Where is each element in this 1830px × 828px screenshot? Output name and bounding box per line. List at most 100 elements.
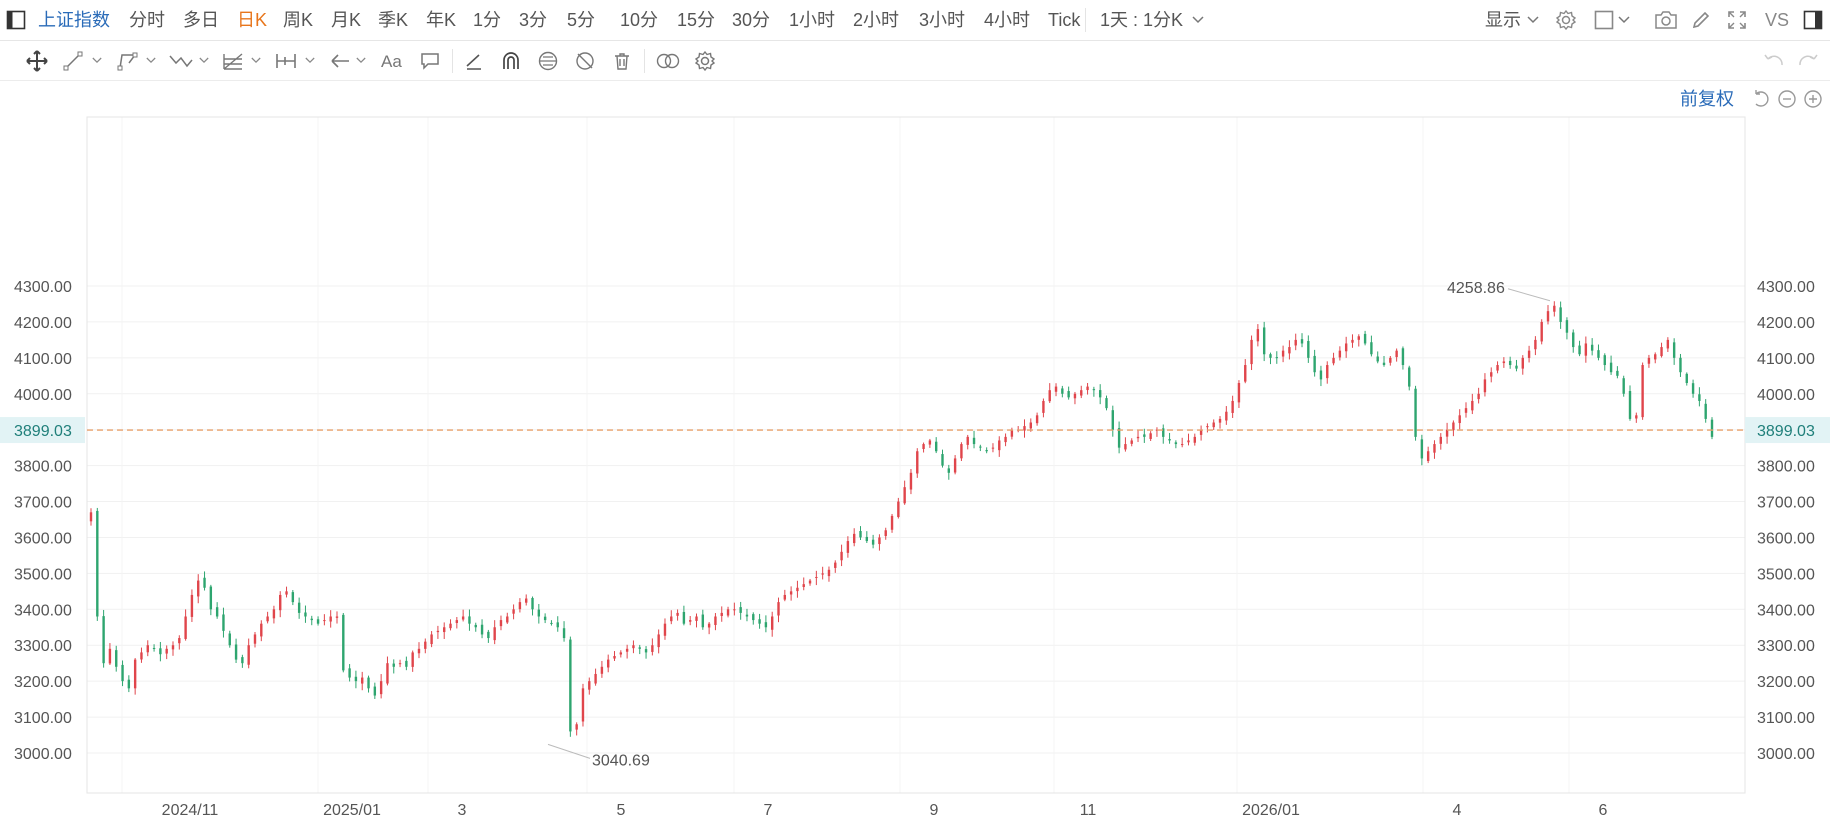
candle: [1193, 433, 1196, 446]
chevron-down-icon: [251, 57, 261, 64]
candle: [663, 618, 667, 640]
candle: [1357, 334, 1360, 347]
period-tab-5[interactable]: 季K: [378, 10, 409, 30]
comment-icon[interactable]: [419, 51, 441, 71]
period-tab-11[interactable]: 15分: [677, 10, 716, 30]
candlestick-chart[interactable]: 3000.00 3100.00 3200.00 3300.00 3400.00 3500.…: [0, 100, 1830, 828]
period-tab-12[interactable]: 30分: [732, 10, 771, 30]
period-tab-14[interactable]: 2小时: [853, 10, 900, 30]
candle: [1534, 336, 1537, 356]
text-tool-icon[interactable]: Aa: [380, 51, 406, 71]
candle: [480, 619, 484, 639]
eye-lock-icon[interactable]: [536, 50, 560, 72]
x-tick-label: 4: [1453, 802, 1462, 819]
link-icon[interactable]: [655, 52, 681, 70]
period-tab-10[interactable]: 10分: [620, 10, 659, 30]
candle: [815, 570, 818, 586]
move-icon[interactable]: [26, 50, 48, 72]
candle: [758, 613, 761, 629]
candle: [581, 683, 585, 727]
candle: [1048, 383, 1051, 403]
period-tab-7[interactable]: 1分: [473, 10, 502, 30]
candle: [834, 560, 837, 573]
candle: [1105, 395, 1108, 411]
magnet-icon[interactable]: [500, 51, 522, 71]
candle: [1635, 412, 1638, 423]
period-tab-8[interactable]: 3分: [519, 10, 548, 30]
sidebar-toggle-icon[interactable]: [6, 10, 26, 30]
candle: [865, 531, 869, 543]
draw-settings-icon[interactable]: [694, 50, 716, 72]
candle: [613, 651, 616, 661]
compare-button[interactable]: VS: [1765, 10, 1790, 30]
y-tick-label-right: 3500.00: [1757, 566, 1815, 583]
candle: [146, 640, 149, 657]
period-tab-6[interactable]: 年K: [426, 10, 457, 30]
measure-tool-icon[interactable]: [274, 51, 298, 71]
candle: [1597, 344, 1600, 361]
symbol-name[interactable]: 上证指数: [38, 10, 110, 30]
reset-icon[interactable]: [1751, 89, 1771, 109]
zoom-out-icon[interactable]: [1777, 89, 1797, 109]
panel-icon[interactable]: [1803, 10, 1823, 30]
candle: [644, 646, 648, 659]
period-tab-0[interactable]: 分时: [129, 10, 165, 30]
period-tab-15[interactable]: 3小时: [919, 10, 966, 30]
candle: [752, 612, 755, 625]
candle: [802, 577, 805, 591]
candle: [133, 658, 137, 695]
line-tool-icon[interactable]: [63, 51, 83, 71]
candle: [1288, 340, 1291, 360]
display-menu[interactable]: 显示: [1485, 0, 1521, 41]
period-tab-9[interactable]: 5分: [567, 10, 596, 30]
redo-icon[interactable]: [1798, 51, 1820, 71]
zoom-in-icon[interactable]: [1803, 89, 1823, 109]
period-tab-17[interactable]: Tick: [1048, 10, 1081, 30]
candle: [499, 615, 503, 631]
fullscreen-icon[interactable]: [1727, 10, 1747, 30]
period-tab-13[interactable]: 1小时: [789, 10, 836, 30]
candle: [947, 464, 951, 480]
candle: [361, 671, 364, 691]
candle: [789, 586, 793, 601]
candle: [152, 644, 156, 652]
candle: [184, 609, 187, 641]
candle: [1647, 354, 1651, 368]
camera-icon[interactable]: [1654, 10, 1678, 30]
undo-icon[interactable]: [1762, 51, 1784, 71]
fib-tool-icon[interactable]: [222, 51, 244, 71]
candle: [859, 526, 862, 541]
draw-pen-icon[interactable]: [464, 51, 484, 71]
candle: [430, 631, 433, 648]
y-tick-label-left: 4100.00: [14, 351, 72, 368]
candle: [1433, 440, 1436, 459]
polyline-tool-icon[interactable]: [117, 51, 139, 71]
chevron-down-icon: [1192, 16, 1204, 24]
interval-select[interactable]: 1天 : 1分K: [1100, 0, 1183, 41]
pencil-icon[interactable]: [1690, 9, 1712, 31]
period-tab-16[interactable]: 4小时: [984, 10, 1031, 30]
candle: [247, 638, 250, 669]
candle: [1559, 301, 1562, 329]
adjust-mode-button[interactable]: 前复权: [1680, 89, 1734, 109]
candle: [518, 598, 522, 613]
period-tab-2[interactable]: 日K: [237, 10, 268, 30]
candle: [1206, 423, 1209, 433]
candle: [525, 594, 528, 606]
x-tick-label: 5: [617, 802, 626, 819]
y-tick-label-left: 3700.00: [14, 495, 72, 512]
period-tab-4[interactable]: 月K: [331, 10, 362, 30]
candle: [1117, 421, 1121, 454]
candle: [619, 650, 623, 658]
y-tick-label-left: 3000.00: [14, 746, 72, 763]
arrow-tool-icon[interactable]: [329, 51, 351, 71]
trash-icon[interactable]: [612, 51, 632, 71]
x-tick-label: 9: [930, 802, 939, 819]
period-tab-1[interactable]: 多日: [183, 10, 219, 30]
layout-icon[interactable]: [1594, 10, 1614, 30]
period-tab-3[interactable]: 周K: [283, 10, 314, 30]
wave-tool-icon[interactable]: [168, 51, 194, 71]
hide-icon[interactable]: [574, 51, 596, 71]
settings-icon[interactable]: [1555, 9, 1577, 31]
candle: [840, 544, 843, 567]
